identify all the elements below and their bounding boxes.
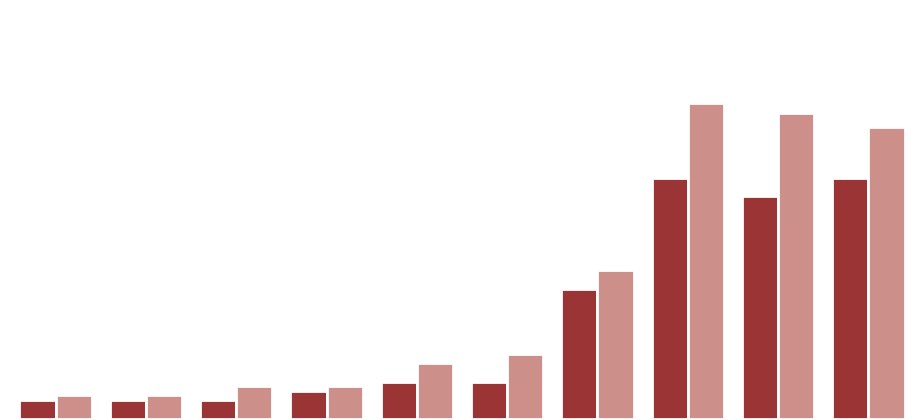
Bar <box>742 196 778 419</box>
Bar <box>778 113 814 419</box>
Bar <box>598 270 634 419</box>
Bar <box>381 381 417 419</box>
Bar <box>417 363 453 419</box>
Bar <box>471 381 507 419</box>
Bar <box>146 396 182 419</box>
Bar <box>237 386 273 419</box>
Bar <box>562 289 598 419</box>
Bar <box>651 178 687 419</box>
Bar <box>19 400 55 419</box>
Bar <box>507 354 543 419</box>
Bar <box>290 391 326 419</box>
Bar <box>833 178 869 419</box>
Bar <box>201 400 237 419</box>
Bar <box>326 386 362 419</box>
Bar <box>55 396 91 419</box>
Bar <box>687 103 723 419</box>
Bar <box>869 126 905 419</box>
Bar <box>110 400 146 419</box>
